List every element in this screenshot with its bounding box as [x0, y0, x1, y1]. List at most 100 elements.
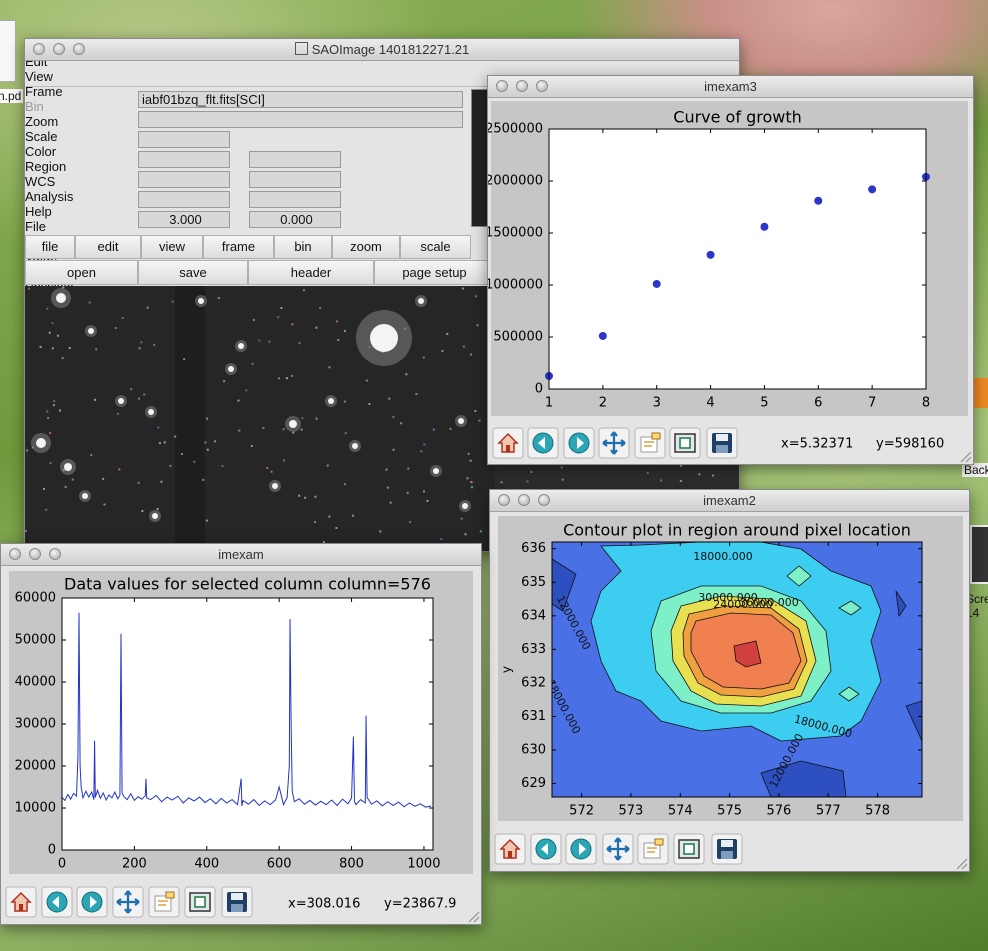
noise — [26, 449, 29, 452]
button[interactable]: edit — [75, 235, 141, 259]
text-field[interactable] — [138, 111, 463, 128]
noise — [291, 323, 294, 326]
menu-item[interactable]: Color — [25, 144, 57, 159]
menu-item[interactable]: Help — [25, 204, 52, 219]
noise — [146, 306, 149, 309]
menu-item[interactable]: Region — [25, 159, 67, 174]
noise — [48, 331, 51, 334]
noise — [660, 479, 663, 482]
noise — [474, 295, 477, 298]
home-button[interactable] — [5, 886, 37, 918]
button[interactable]: zoom — [332, 235, 400, 259]
desktop-icon[interactable] — [972, 378, 988, 408]
y-tick-label: 635 — [521, 575, 546, 590]
home-button[interactable] — [494, 833, 526, 865]
noise — [143, 393, 146, 396]
forward-button[interactable] — [565, 833, 597, 865]
minimize-button[interactable] — [516, 80, 528, 92]
button[interactable]: frame — [203, 235, 274, 259]
close-button[interactable] — [33, 43, 45, 55]
text-field[interactable]: 3.000 — [138, 211, 230, 228]
x-tick-label: 576 — [767, 804, 792, 819]
noise — [344, 432, 347, 435]
contour-label: 18000.000 — [693, 550, 753, 563]
zoom-button[interactable] — [634, 427, 666, 459]
back-button[interactable] — [530, 833, 562, 865]
menu-item[interactable]: Bin — [25, 99, 44, 114]
text-field[interactable] — [138, 171, 230, 188]
zoom-button[interactable] — [73, 43, 85, 55]
text-field[interactable] — [249, 151, 341, 168]
text-field[interactable] — [138, 151, 230, 168]
button[interactable]: file — [25, 235, 75, 259]
forward-button[interactable] — [563, 427, 595, 459]
resize-grip[interactable] — [960, 451, 972, 463]
button[interactable]: page setup — [374, 260, 495, 285]
menu-item[interactable]: Analysis — [25, 189, 74, 204]
button[interactable]: view — [141, 235, 203, 259]
menu-item[interactable]: Frame — [25, 84, 63, 99]
pan-button[interactable] — [598, 427, 630, 459]
subplots-button[interactable] — [184, 886, 216, 918]
minimize-button[interactable] — [53, 43, 65, 55]
save-button[interactable] — [711, 833, 743, 865]
menu-item[interactable]: View — [25, 69, 53, 84]
menu-item[interactable]: WCS — [25, 174, 56, 189]
text-field[interactable] — [138, 131, 230, 148]
zoom-button[interactable] — [637, 833, 669, 865]
back-button[interactable] — [527, 427, 559, 459]
x-tick-label: 575 — [717, 804, 742, 819]
save-button[interactable] — [221, 886, 253, 918]
button[interactable]: bin — [274, 235, 332, 259]
minimize-button[interactable] — [518, 494, 530, 506]
x-tick-label: 5 — [760, 396, 768, 411]
noise — [478, 419, 481, 422]
text-field[interactable]: iabf01bzq_flt.fits[SCI] — [138, 91, 463, 108]
zoom-button[interactable] — [536, 80, 548, 92]
close-button[interactable] — [498, 494, 510, 506]
button[interactable]: save — [138, 260, 248, 285]
close-button[interactable] — [496, 80, 508, 92]
noise — [385, 468, 388, 471]
x-tick-label: 400 — [194, 857, 219, 872]
text-field[interactable] — [249, 171, 341, 188]
zoom-button[interactable] — [538, 494, 550, 506]
button[interactable]: header — [248, 260, 374, 285]
axes-frame — [551, 541, 923, 798]
resize-grip[interactable] — [956, 858, 968, 870]
desktop-icon[interactable] — [0, 20, 16, 82]
noise — [204, 441, 207, 444]
x-tick-label: 1 — [545, 396, 553, 411]
text-field[interactable] — [138, 191, 230, 208]
noise — [292, 431, 295, 434]
button[interactable]: scale — [400, 235, 471, 259]
noise — [336, 320, 339, 323]
zoom-button[interactable] — [148, 886, 180, 918]
text-field[interactable] — [249, 191, 341, 208]
minimize-button[interactable] — [29, 548, 41, 560]
noise — [386, 486, 389, 489]
subplots-button[interactable] — [669, 427, 701, 459]
status-text: y=598160 — [876, 437, 944, 452]
save-button[interactable] — [706, 427, 738, 459]
zoom-button[interactable] — [49, 548, 61, 560]
forward-button[interactable] — [76, 886, 108, 918]
text-field[interactable]: 0.000 — [249, 211, 341, 228]
button[interactable]: open — [25, 260, 138, 285]
resize-grip[interactable] — [468, 911, 480, 923]
menu-item[interactable]: Scale — [25, 129, 58, 144]
subplots-button[interactable] — [673, 833, 705, 865]
desktop-icon[interactable] — [970, 525, 988, 584]
back-button[interactable] — [41, 886, 73, 918]
noise — [130, 388, 133, 391]
menu-item[interactable]: Zoom — [25, 114, 59, 129]
noise — [466, 477, 469, 480]
close-button[interactable] — [9, 548, 21, 560]
noise — [160, 480, 163, 483]
pan-button[interactable] — [602, 833, 634, 865]
home-button[interactable] — [492, 427, 524, 459]
x-icon — [294, 42, 308, 55]
pan-button[interactable] — [112, 886, 144, 918]
icon-glyph — [52, 896, 59, 908]
